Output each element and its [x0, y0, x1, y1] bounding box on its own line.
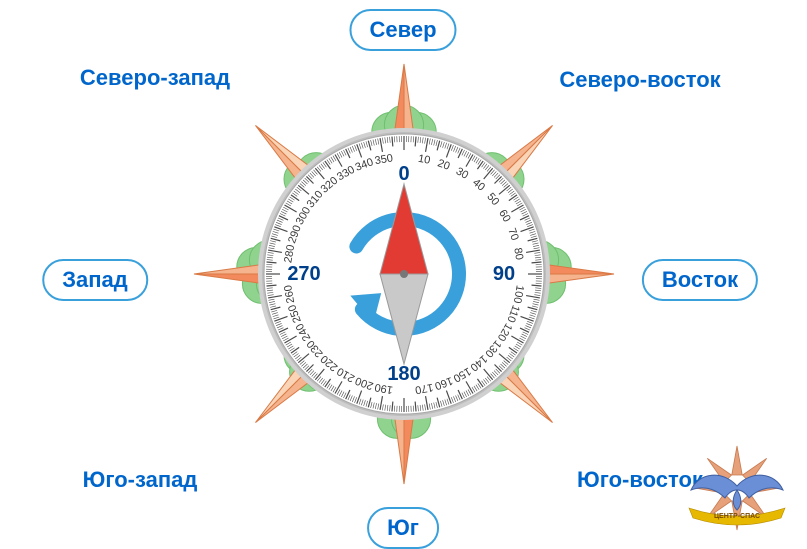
label-south: Юг: [367, 507, 439, 549]
svg-text:0: 0: [398, 163, 409, 185]
svg-text:ЦЕНТР-СПАС: ЦЕНТР-СПАС: [714, 513, 760, 520]
label-northeast: Северо-восток: [559, 67, 720, 93]
svg-text:80: 80: [511, 247, 525, 261]
label-west: Запад: [42, 259, 148, 301]
centre-spas-logo: ЦЕНТР-СПАС: [677, 438, 797, 538]
svg-text:10: 10: [417, 153, 431, 167]
svg-text:90: 90: [492, 263, 514, 285]
label-northwest: Северо-запад: [80, 65, 230, 91]
label-north: Север: [349, 9, 456, 51]
svg-text:270: 270: [287, 263, 320, 285]
label-southwest: Юго-запад: [83, 467, 198, 493]
label-east: Восток: [642, 259, 758, 301]
svg-text:180: 180: [387, 363, 420, 385]
